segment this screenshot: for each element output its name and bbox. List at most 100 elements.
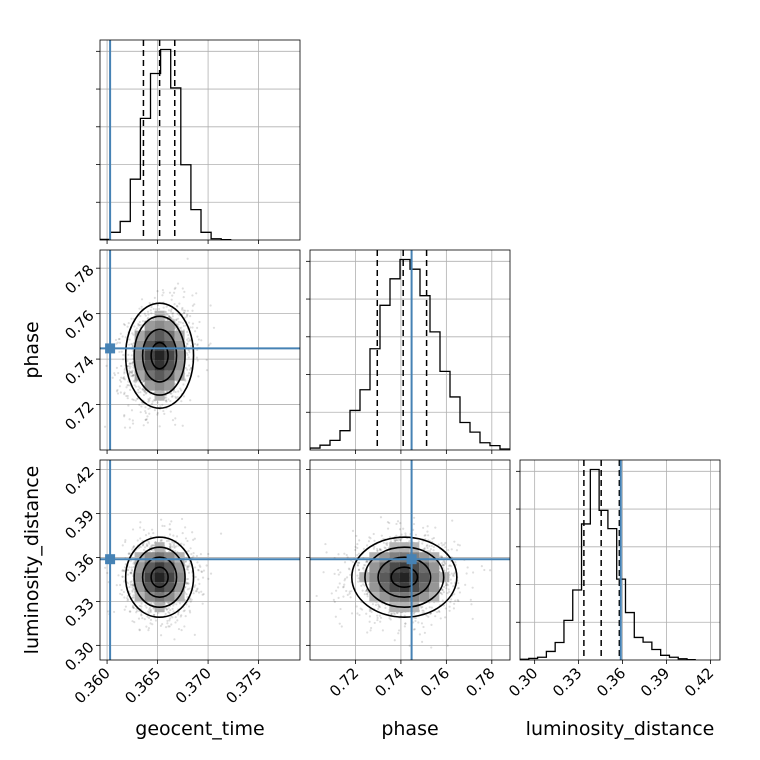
density-cell [389,592,400,603]
x-tick-label-luminosity_distance-0: 0.30 [505,664,541,700]
sample-point [195,590,198,593]
sample-point [394,539,397,542]
sample-point [165,313,168,316]
sample-point [181,531,184,535]
x-tick-label-luminosity_distance-2: 0.36 [593,664,629,700]
sample-point [144,391,147,394]
sample-point [197,578,200,581]
density-cell [144,562,155,573]
sample-point [200,339,203,342]
sample-point [132,398,135,402]
sample-point [124,336,127,339]
density-cell [369,582,380,593]
sample-point [172,312,175,315]
density-cell [419,562,430,573]
sample-point [129,571,133,574]
sample-point [393,539,396,543]
sample-point [134,381,137,384]
sample-point [177,390,180,393]
sample-point [186,309,189,312]
sample-point [174,390,177,394]
sample-point [172,291,176,294]
sample-point [442,585,446,589]
sample-point [132,584,135,587]
sample-point [128,343,131,346]
sample-point [148,412,151,415]
sample-point [342,586,345,589]
contour-3 [124,536,195,619]
sample-point [122,353,125,357]
sample-point [115,366,118,369]
sample-point [171,312,174,315]
sample-point [129,583,132,586]
sample-point [170,520,173,523]
x-axis-label-geocent_time: geocent_time [135,718,264,740]
density-cell [419,572,430,583]
sample-point [413,516,416,519]
sample-point [187,564,190,567]
sample-point [423,547,426,550]
sample-point [167,550,171,553]
sample-point [197,568,200,572]
sample-point [386,542,389,545]
sample-point [201,576,205,579]
sample-point [119,332,122,335]
x-tick-label-geocent_time-1: 0.365 [121,664,164,707]
sample-point [441,563,444,566]
sample-point [192,538,195,541]
sample-point [362,547,365,550]
y-tick-label-phase-3: 0.78 [61,261,97,297]
sample-point [355,605,358,608]
sample-point [185,582,188,585]
sample-point [132,596,135,599]
sample-point [340,625,343,628]
sample-point [185,338,189,341]
sample-point [186,314,189,317]
sample-point [132,366,135,369]
sample-point [440,555,443,558]
sample-point [173,303,176,306]
sample-point [152,607,155,610]
sample-point [396,539,400,542]
sample-point [412,522,416,526]
sample-point [169,410,172,413]
sample-point [383,546,386,549]
sample-point [166,622,169,625]
sample-point [370,610,373,613]
sample-point [131,590,134,593]
sample-point [154,619,158,622]
sample-point [142,548,146,551]
sample-point [376,616,379,620]
sample-point [125,386,128,389]
sample-point [456,587,459,590]
sample-point [185,342,189,345]
sample-point [169,528,172,531]
sample-point [450,582,453,585]
sample-point [345,553,348,557]
sample-point [113,373,117,377]
sample-point [189,344,193,348]
sample-point [168,625,171,628]
sample-point [449,601,452,604]
density-cell [419,552,430,563]
sample-point [132,584,135,587]
sample-point [378,614,382,617]
sample-point [104,566,107,569]
sample-point [369,629,372,632]
sample-point [174,417,177,420]
sample-point [125,596,129,600]
sample-point [184,309,187,312]
sample-point [172,318,175,321]
sample-point [165,396,168,399]
sample-point [128,418,131,421]
sample-point [189,399,192,402]
sample-point [184,526,187,529]
sample-point [131,343,134,346]
sample-point [365,559,368,563]
sample-point [452,572,456,576]
density-cell [164,360,175,371]
sample-point [453,571,456,574]
density-cell [164,350,175,361]
sample-point [441,544,444,547]
sample-point [136,539,139,542]
